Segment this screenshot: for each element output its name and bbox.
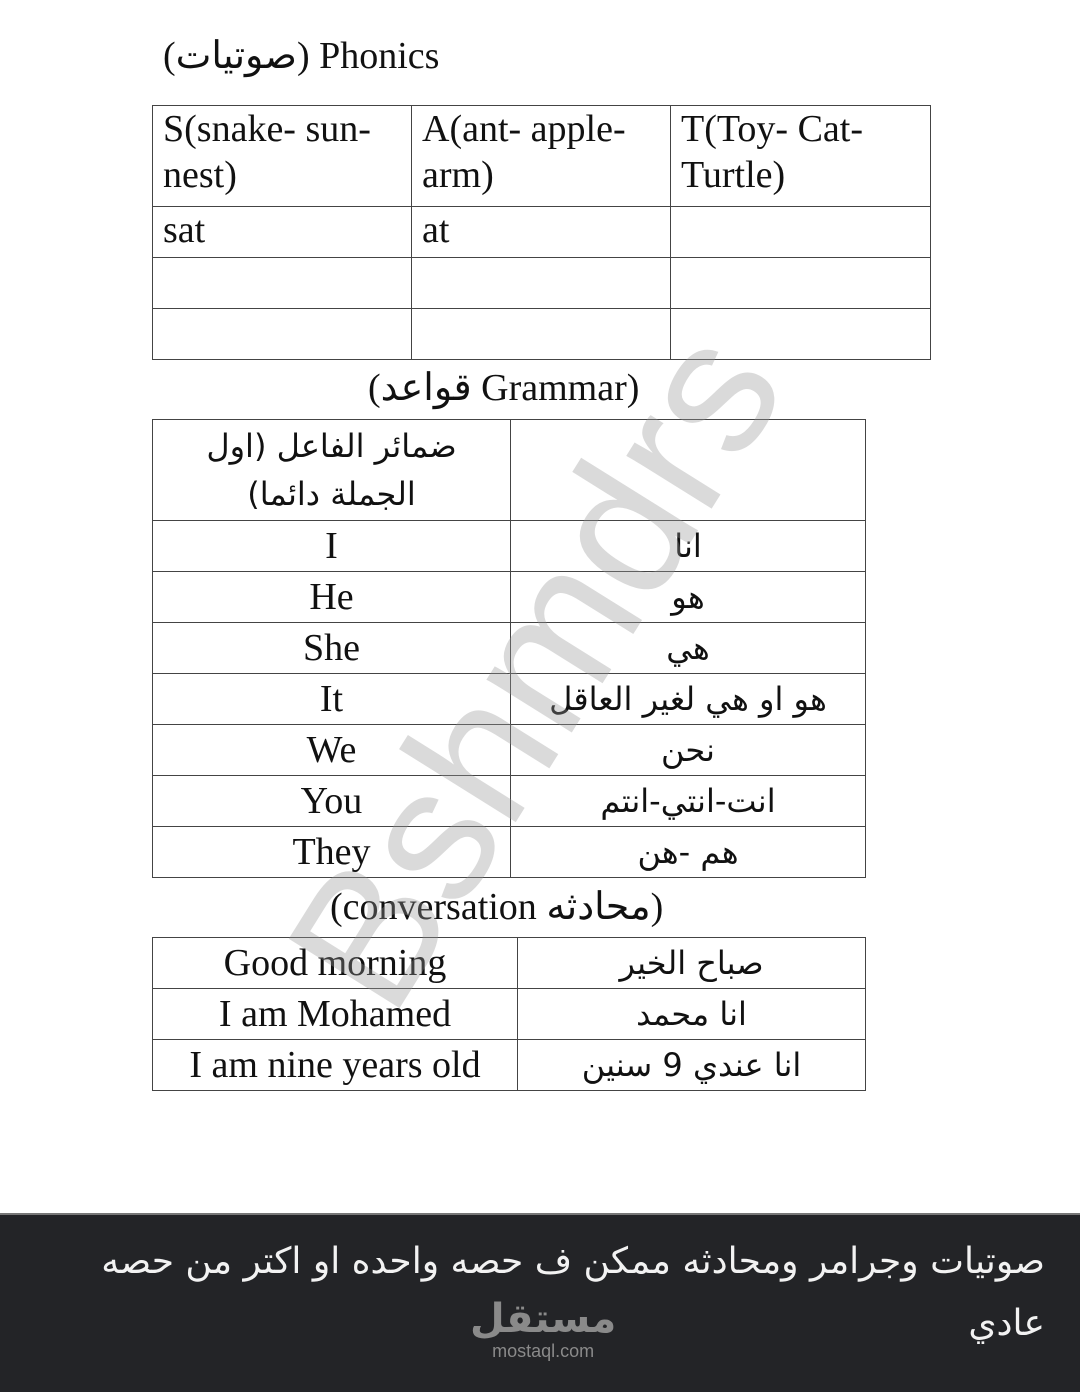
- cell: They: [152, 826, 511, 878]
- cell: [670, 257, 931, 309]
- cell: [510, 419, 866, 521]
- conversation-table: Good morning صباح الخير I am Mohamed انا م…: [152, 937, 866, 1091]
- conversation-title: (conversation محادثه): [330, 886, 664, 928]
- caption-text: صوتيات وجرامر ومحادثه ممكن ف حصه واحده ا…: [101, 1241, 1045, 1344]
- table-row: I انا: [152, 520, 866, 572]
- phonics-title: (صوتيات) Phonics: [163, 35, 440, 77]
- cell: [670, 308, 931, 360]
- table-row: [152, 308, 931, 360]
- cell: انت-انتي-انتم: [510, 775, 866, 827]
- cell: هم -هن: [510, 826, 866, 878]
- grammar-table: ضمائر الفاعل (اول الجملة دائما) I انا He ه…: [152, 419, 866, 878]
- cell: Good morning: [152, 937, 518, 989]
- cell: A(ant- apple- arm): [411, 105, 671, 207]
- grammar-title: (قواعد Grammar): [368, 367, 640, 409]
- cell: She: [152, 622, 511, 674]
- table-row: You انت-انتي-انتم: [152, 775, 866, 827]
- table-row: He هو: [152, 571, 866, 623]
- cell: صباح الخير: [517, 937, 866, 989]
- table-row: I am nine years old انا عندي 9 سنين: [152, 1039, 866, 1091]
- cell: He: [152, 571, 511, 623]
- phonics-table: S(snake- sun- nest) A(ant- apple- arm) T…: [152, 105, 931, 360]
- table-row: ضمائر الفاعل (اول الجملة دائما): [152, 419, 866, 521]
- cell: نحن: [510, 724, 866, 776]
- cell: I am nine years old: [152, 1039, 518, 1091]
- cell: [411, 257, 671, 309]
- cell: هو: [510, 571, 866, 623]
- cell: هي: [510, 622, 866, 674]
- cell: T(Toy- Cat- Turtle): [670, 105, 931, 207]
- table-row: It هو او هي لغير العاقل: [152, 673, 866, 725]
- cell: انا محمد: [517, 988, 866, 1040]
- cell: [670, 206, 931, 258]
- table-row: Good morning صباح الخير: [152, 937, 866, 989]
- table-row: [152, 257, 931, 309]
- mostaql-logo: مستقل mostaql.com: [470, 1297, 616, 1362]
- table-row: S(snake- sun- nest) A(ant- apple- arm) T…: [152, 105, 931, 207]
- table-row: sat at: [152, 206, 931, 258]
- cell: ضمائر الفاعل (اول الجملة دائما): [152, 419, 511, 521]
- logo-url: mostaql.com: [492, 1341, 595, 1361]
- cell: S(snake- sun- nest): [152, 105, 412, 207]
- cell: at: [411, 206, 671, 258]
- cell: I am Mohamed: [152, 988, 518, 1040]
- cell: هو او هي لغير العاقل: [510, 673, 866, 725]
- cell: sat: [152, 206, 412, 258]
- table-row: They هم -هن: [152, 826, 866, 878]
- cell: We: [152, 724, 511, 776]
- cell: I: [152, 520, 511, 572]
- cell: [411, 308, 671, 360]
- cell: [152, 257, 412, 309]
- table-row: I am Mohamed انا محمد: [152, 988, 866, 1040]
- cell: انا عندي 9 سنين: [517, 1039, 866, 1091]
- logo-arabic: مستقل: [470, 1296, 617, 1342]
- table-row: She هي: [152, 622, 866, 674]
- cell: [152, 308, 412, 360]
- cell: You: [152, 775, 511, 827]
- cell: It: [152, 673, 511, 725]
- caption-bar: صوتيات وجرامر ومحادثه ممكن ف حصه واحده ا…: [0, 1213, 1080, 1392]
- table-row: We نحن: [152, 724, 866, 776]
- cell: انا: [510, 520, 866, 572]
